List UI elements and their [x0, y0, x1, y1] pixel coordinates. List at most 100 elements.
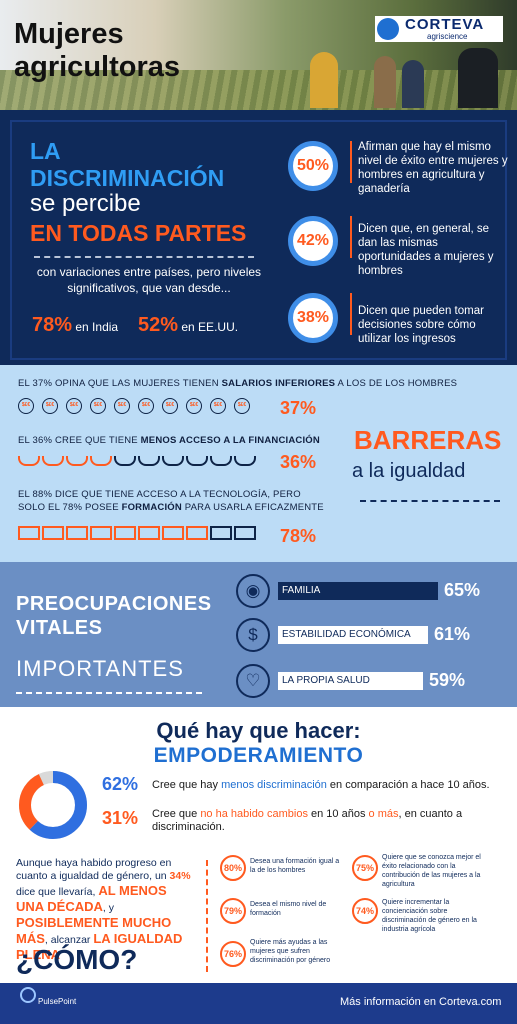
how-text-74: Quiere incrementar la concienciación sob…	[382, 899, 477, 933]
barrier-line-3a: EL 88% DICE QUE TIENE ACCESO A LA TECNOL…	[18, 489, 301, 500]
discrimination-section	[0, 110, 517, 365]
logo-name: CORTEVA	[405, 16, 485, 33]
result-text-2: Cree que no ha habido cambios en 10 años…	[152, 808, 463, 833]
barrier-pct-2: 36%	[280, 452, 317, 472]
tech-icon	[66, 526, 88, 540]
coin-icon: $£€	[90, 398, 106, 414]
stat-divider	[350, 141, 352, 183]
stat-divider	[350, 293, 352, 335]
disc-line-3: se percibe	[30, 190, 141, 217]
footer	[0, 983, 517, 1024]
how-pct-80: 80%	[220, 855, 246, 881]
stat-circle-42: 42%	[288, 216, 338, 266]
stat-text-38: Dicen que pueden tomar decisiones sobre …	[358, 305, 484, 345]
pulsepoint-name: PulsePoint	[38, 997, 77, 1006]
pulsepoint-mark	[20, 987, 36, 1003]
concern-bar-familia: FAMILIA	[278, 582, 438, 600]
stat-india: 78% en India	[32, 314, 118, 337]
hand-icon	[162, 456, 184, 466]
concerns-title-3: IMPORTANTES	[16, 656, 184, 681]
corteva-logo-mark	[377, 18, 399, 40]
concerns-title: PREOCUPACIONES VITALES	[16, 593, 212, 639]
tech-icon	[186, 526, 208, 540]
coin-icon: $£€	[210, 398, 226, 414]
tech-icon	[90, 526, 112, 540]
hand-icon	[42, 456, 64, 466]
how-text-76: Quiere más ayudas a las mujeres que sufr…	[250, 939, 331, 964]
donut-orange	[19, 771, 87, 839]
disc-heading: LA DISCRIMINACIÓN	[30, 138, 224, 192]
heart-icon: ♡	[236, 664, 270, 698]
how-pct-74: 74%	[352, 898, 378, 924]
action-section	[0, 707, 517, 983]
tech-icon	[114, 526, 136, 540]
barriers-subtitle: a la igualdad	[352, 460, 466, 482]
result-text-1: Cree que hay menos discriminación en com…	[152, 779, 490, 791]
coin-icon: $£€	[234, 398, 250, 414]
page-title: Mujeres agricultoras	[14, 18, 180, 84]
india-pct: 78%	[32, 314, 73, 336]
barrier-line-2: EL 36% CREE QUE TIENE MENOS ACCESO A LA …	[18, 435, 320, 446]
tech-icon	[234, 526, 256, 540]
stat-usa: 52% en EE.UU.	[138, 314, 238, 337]
how-pct-75: 75%	[352, 855, 378, 881]
stat-divider	[350, 216, 352, 258]
donut-blue	[19, 771, 87, 839]
concern-pct-salud: 59%	[429, 670, 466, 690]
coin-icon: $£€	[42, 398, 58, 414]
action-divider	[206, 860, 208, 972]
hand-icon	[186, 456, 208, 466]
hand-icon	[114, 456, 136, 466]
how-text-79: Desea el mismo nivel de formación	[250, 901, 327, 917]
dollar-icon: $	[236, 618, 270, 652]
tech-icon	[138, 526, 160, 540]
logo-sub: agriscience	[427, 32, 468, 41]
more-info-link[interactable]: Más información en Corteva.com	[340, 996, 502, 1008]
concern-pct-familia: 65%	[444, 580, 481, 600]
discrimination-frame	[10, 120, 507, 360]
field-photo	[0, 70, 517, 110]
usa-label: en EE.UU.	[181, 320, 239, 334]
tech-icon	[210, 526, 232, 540]
stat-text-42: Dicen que, en general, se dan las mismas…	[358, 223, 494, 277]
action-title: Qué hay que hacer:	[156, 718, 361, 743]
hand-icon	[234, 456, 256, 466]
farmers-photo	[290, 42, 510, 108]
progress-donut	[19, 771, 87, 839]
family-icon: ◉	[236, 574, 270, 608]
decade-paragraph: Aunque haya habido progreso en cuanto a …	[16, 857, 191, 962]
barrier-pct-3: 78%	[280, 526, 317, 546]
stat-circle-50: 50%	[288, 141, 338, 191]
coin-icon: $£€	[162, 398, 178, 414]
concern-bar-estabilidad: ESTABILIDAD ECONÓMICA	[278, 626, 428, 644]
how-text-80: Desea una formación igual a la de los ho…	[250, 858, 340, 874]
how-pct-76: 76%	[220, 941, 246, 967]
barrier-line-1: EL 37% OPINA QUE LAS MUJERES TIENEN SALA…	[18, 378, 458, 389]
stat-circle-38: 38%	[288, 293, 338, 343]
coin-icon: $£€	[114, 398, 130, 414]
coin-icon: $£€	[66, 398, 82, 414]
coin-icon: $£€	[138, 398, 154, 414]
disc-line-1: LA	[30, 138, 61, 164]
coin-icon: $£€	[18, 398, 34, 414]
usa-pct: 52%	[138, 314, 179, 336]
stat-text-50: Afirman que hay el mismo nivel de éxito …	[358, 141, 508, 195]
pulsepoint-logo: PulsePoint	[20, 987, 80, 1019]
title-line-1: Mujeres	[14, 18, 124, 50]
disc-line-4: EN TODAS PARTES	[30, 220, 247, 246]
hand-icon	[18, 456, 40, 466]
title-line-2: agricultoras	[14, 51, 180, 83]
action-subtitle: EMPODERAMIENTO	[153, 744, 364, 767]
barriers-title: BARRERAS	[354, 425, 502, 455]
tech-icon	[162, 526, 184, 540]
tech-icon	[18, 526, 40, 540]
disc-line-2: DISCRIMINACIÓN	[30, 165, 225, 191]
como-heading: ¿CÓMO?	[16, 944, 138, 975]
concern-pct-estabilidad: 61%	[434, 624, 471, 644]
concerns-divider	[16, 692, 202, 694]
hand-icon	[138, 456, 160, 466]
barrier-line-3b: SOLO EL 78% POSEE FORMACIÓN PARA USARLA …	[18, 502, 324, 513]
india-label: en India	[75, 320, 119, 334]
result-pct-1: 62%	[102, 774, 139, 794]
how-pct-79: 79%	[220, 898, 246, 924]
